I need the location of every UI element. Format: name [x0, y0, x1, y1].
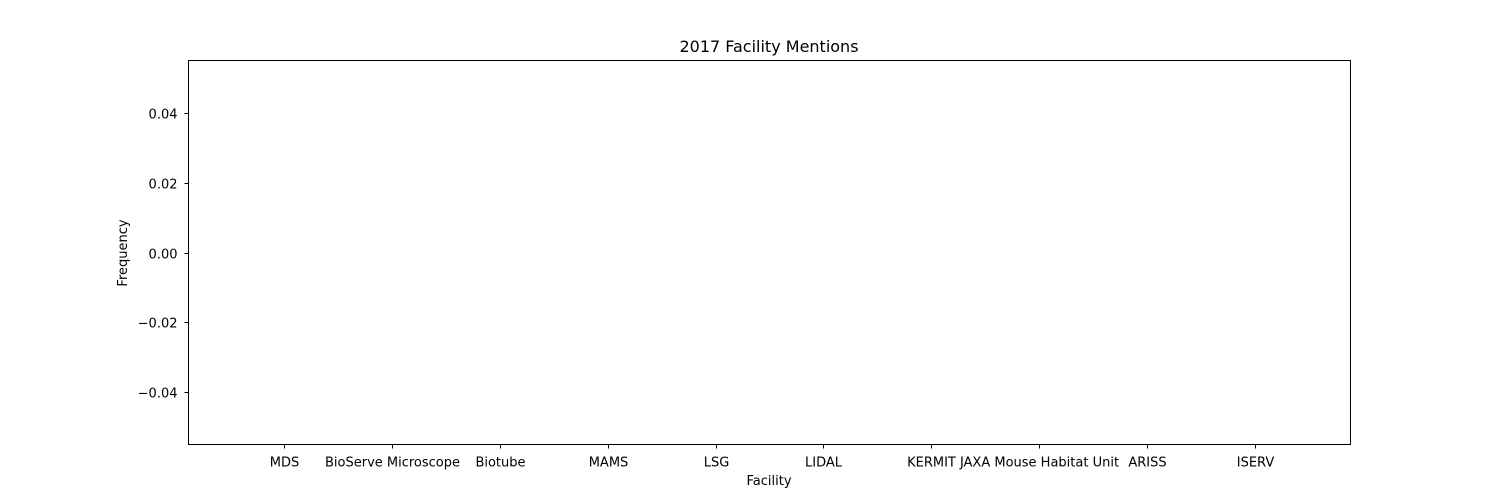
- plot-frame: [188, 60, 1351, 445]
- y-tick-label: −0.02: [138, 317, 178, 332]
- x-tick-label: ARISS: [1128, 456, 1166, 471]
- chart-title: 2017 Facility Mentions: [679, 37, 858, 56]
- y-axis-label: Frequency: [116, 219, 131, 286]
- x-axis: MDS BioServe Microscope Biotube MAMS LSG LIDA…: [270, 444, 1275, 471]
- x-tick-label: MAMS: [589, 456, 629, 471]
- y-tick-label: 0.04: [149, 108, 178, 123]
- x-tick-label: LSG: [704, 456, 730, 471]
- x-tick-label: LIDAL: [805, 456, 843, 471]
- x-tick-label: KERMIT: [907, 456, 956, 471]
- x-tick-label: Biotube: [475, 456, 525, 471]
- x-axis-label: Facility: [746, 474, 791, 489]
- x-tick-label: BioServe Microscope: [325, 456, 460, 471]
- y-tick-label: −0.04: [138, 387, 178, 402]
- y-tick-label: 0.02: [149, 178, 178, 193]
- y-axis: −0.04 −0.02 0.00 0.02 0.04: [138, 108, 189, 402]
- x-tick-label: JAXA Mouse Habitat Unit: [959, 456, 1119, 471]
- x-tick-label: MDS: [270, 456, 299, 471]
- x-tick-label: ISERV: [1237, 456, 1275, 471]
- y-tick-label: 0.00: [149, 248, 178, 263]
